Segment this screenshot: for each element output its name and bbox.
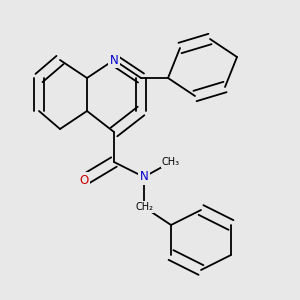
Text: O: O (80, 173, 88, 187)
Text: N: N (110, 53, 118, 67)
Text: N: N (140, 170, 148, 184)
Text: CH₃: CH₃ (162, 157, 180, 167)
Text: CH₂: CH₂ (135, 202, 153, 212)
